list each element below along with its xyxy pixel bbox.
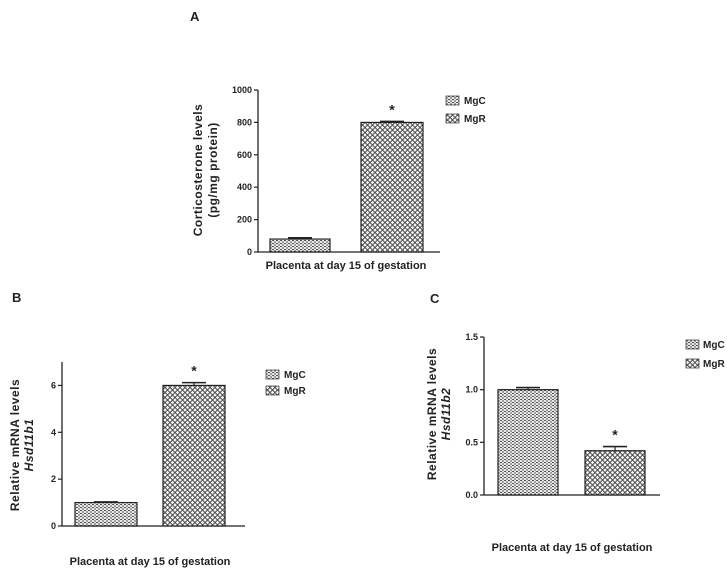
panel-b-significance-mgr: * <box>191 363 197 379</box>
panel-a-bar-mgc <box>269 238 331 253</box>
panel-b-bar-mgc <box>74 501 138 527</box>
panel-b-tick-label: 4 <box>51 427 56 437</box>
panel-a-bar-mgr <box>360 121 424 253</box>
panel-b-bars: * <box>74 363 226 527</box>
panel-c-tick-label: 1.0 <box>465 385 478 395</box>
panel-c-tick-label: 1.5 <box>465 332 478 342</box>
panel-c-legend-mgc: MgC <box>703 340 725 351</box>
panel-a-tick-label: 800 <box>237 117 252 127</box>
panel-b-bar-mgr <box>162 384 226 527</box>
panel-c-legend: MgC MgR <box>685 339 725 370</box>
panel-a-legend-mgr: MgR <box>464 114 486 125</box>
panel-b-legend: MgC MgR <box>265 369 306 397</box>
panel-a-legend-swatch-mgr <box>445 113 460 124</box>
panel-a-xlabel: Placenta at day 15 of gestation <box>266 260 427 272</box>
panel-b-xlabel: Placenta at day 15 of gestation <box>70 556 231 568</box>
panel-a-ticks: 0 200 400 600 800 1000 <box>232 85 258 257</box>
panel-b: B 0 2 4 6 * Relative mRNA levels Hsd11b1 Pl… <box>8 290 306 568</box>
panel-a-label: A <box>190 9 200 24</box>
panel-a-tick-label: 200 <box>237 215 252 225</box>
panel-c-ylabel-line2: Hsd11b2 <box>439 388 453 441</box>
panel-a-ylabel-line2: (pg/mg protein) <box>206 122 220 217</box>
panel-b-legend-swatch-mgr <box>265 385 280 396</box>
panel-c-tick-label: 0.5 <box>465 437 478 447</box>
panel-b-tick-label: 2 <box>51 474 56 484</box>
panel-c-ticks: 0.0 0.5 1.0 1.5 <box>465 332 484 500</box>
panel-b-ticks: 0 2 4 6 <box>51 380 62 531</box>
panel-c-bar-mgc <box>497 389 559 496</box>
panel-c-label: C <box>430 291 440 306</box>
panel-c-legend-swatch-mgr <box>685 358 700 369</box>
panel-c-significance-mgr: * <box>612 427 618 443</box>
panel-a-tick-label: 600 <box>237 150 252 160</box>
panel-c-bars: * <box>497 386 646 496</box>
panel-a-legend: MgC MgR <box>445 95 486 125</box>
panel-b-ylabel-line1: Relative mRNA levels <box>8 379 22 511</box>
panel-a-tick-label: 0 <box>247 247 252 257</box>
panel-a-legend-mgc: MgC <box>464 96 486 107</box>
panel-b-legend-swatch-mgc <box>265 369 280 380</box>
panel-a-bars: * <box>269 101 424 253</box>
panel-a-ylabel-line1: Corticosterone levels <box>191 104 205 237</box>
panel-b-ylabel-line2: Hsd11b1 <box>22 419 36 472</box>
panel-b-label: B <box>12 290 21 305</box>
panel-c-legend-mgr: MgR <box>703 359 725 370</box>
panel-c-tick-label: 0.0 <box>465 490 478 500</box>
panel-b-legend-mgc: MgC <box>284 370 306 381</box>
panel-c-legend-swatch-mgc <box>685 339 700 350</box>
panel-b-legend-mgr: MgR <box>284 386 306 397</box>
panel-a-significance-mgr: * <box>389 101 395 117</box>
panel-a-tick-label: 1000 <box>232 85 252 95</box>
panel-a-tick-label: 400 <box>237 182 252 192</box>
panel-c-ylabel-line1: Relative mRNA levels <box>425 348 439 480</box>
panel-a-legend-swatch-mgc <box>445 95 460 106</box>
panel-b-tick-label: 0 <box>51 521 56 531</box>
panel-c-xlabel: Placenta at day 15 of gestation <box>492 542 653 554</box>
panel-a: A 0 200 400 600 800 1000 * Corticosterone lev… <box>190 9 486 272</box>
panel-c: C 0.0 0.5 1.0 1.5 * Relative mRNA levels Hs… <box>425 291 725 554</box>
panel-c-bar-mgr <box>584 450 646 496</box>
panel-b-tick-label: 6 <box>51 380 56 390</box>
